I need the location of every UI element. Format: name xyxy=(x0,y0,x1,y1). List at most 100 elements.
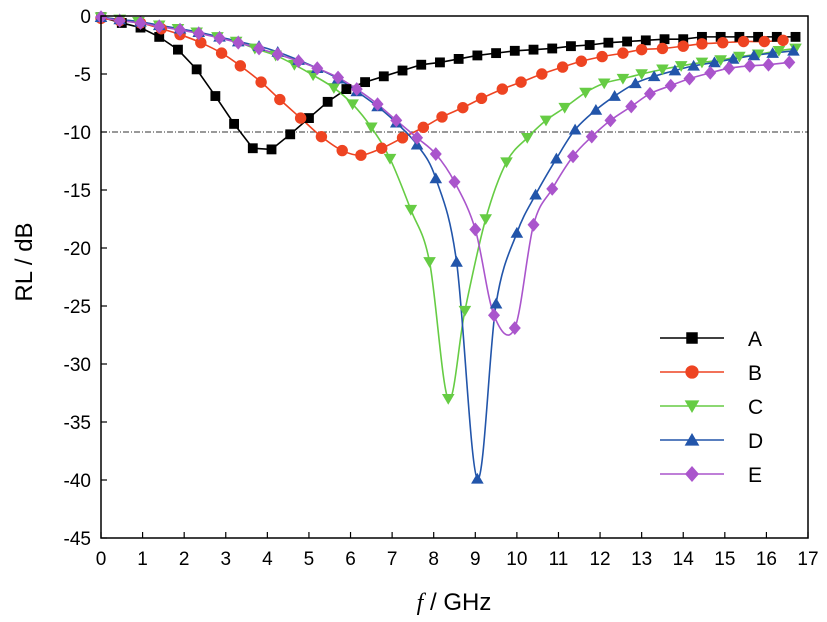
data-point-b xyxy=(234,60,247,72)
data-point-e xyxy=(664,78,677,93)
x-axis-title-symbol: f xyxy=(417,590,427,616)
data-point-a xyxy=(304,113,314,123)
x-tick-label: 14 xyxy=(673,549,695,570)
x-tick-label: 0 xyxy=(96,549,107,570)
data-point-e xyxy=(508,321,521,335)
data-point-b xyxy=(737,35,750,48)
data-point-b xyxy=(677,40,689,52)
legend-marker-e xyxy=(685,465,699,483)
data-point-b xyxy=(777,34,789,47)
data-point-a xyxy=(678,34,689,45)
data-point-b xyxy=(255,76,267,88)
data-point-e xyxy=(448,174,461,189)
data-point-a xyxy=(790,31,801,42)
data-point-a xyxy=(734,31,745,42)
data-point-c xyxy=(520,133,534,144)
data-point-b xyxy=(475,92,488,105)
legend-item-c: C xyxy=(660,396,763,419)
data-point-c xyxy=(579,87,592,99)
legend-label-a: A xyxy=(748,328,762,351)
data-point-a xyxy=(397,65,408,76)
data-point-c xyxy=(458,305,472,317)
data-point-a xyxy=(472,50,483,61)
data-point-e xyxy=(469,222,482,237)
data-point-e xyxy=(390,113,403,128)
x-tick-label: 16 xyxy=(756,549,777,570)
legend-marker-c xyxy=(684,400,700,413)
data-point-e xyxy=(253,41,266,56)
x-tick-label: 12 xyxy=(589,549,610,570)
x-tick-label: 10 xyxy=(506,549,527,570)
data-point-e xyxy=(704,65,717,80)
x-tick-label: 11 xyxy=(549,549,569,570)
data-point-e xyxy=(488,308,501,323)
series-marker-layer xyxy=(94,10,802,484)
data-point-c xyxy=(441,394,455,405)
legend-marker-a xyxy=(686,332,698,344)
data-point-a xyxy=(322,96,333,107)
data-point-e xyxy=(743,58,756,73)
data-point-c xyxy=(500,157,513,169)
data-point-b xyxy=(617,47,629,59)
data-point-c xyxy=(656,64,669,76)
data-point-b xyxy=(717,36,729,49)
data-point-c xyxy=(733,51,746,63)
data-point-e xyxy=(192,26,205,41)
legend-label-d: D xyxy=(748,430,763,453)
data-point-d xyxy=(766,47,779,58)
data-point-c xyxy=(772,46,786,57)
data-point-d xyxy=(550,152,563,164)
data-point-d xyxy=(608,90,621,101)
data-point-d xyxy=(726,52,740,64)
data-point-c xyxy=(635,69,648,80)
data-point-e xyxy=(585,129,598,144)
data-point-c xyxy=(404,204,418,216)
data-point-d xyxy=(708,56,721,68)
data-point-e xyxy=(134,16,147,30)
x-tick-label: 6 xyxy=(345,549,356,570)
data-point-a xyxy=(640,35,651,46)
data-point-a xyxy=(584,40,595,50)
data-point-e xyxy=(350,82,363,96)
data-point-d xyxy=(529,188,542,200)
data-point-c xyxy=(674,61,688,72)
data-point-d xyxy=(787,44,800,56)
legend-item-a: A xyxy=(660,328,762,351)
data-point-e xyxy=(567,149,580,164)
y-tick-label: -45 xyxy=(64,529,91,550)
x-tick-label: 8 xyxy=(428,549,439,570)
data-point-a xyxy=(416,59,427,70)
data-point-d xyxy=(568,123,582,135)
data-point-b xyxy=(417,121,430,134)
data-point-c xyxy=(365,122,378,134)
y-axis-title: RL / dB xyxy=(11,222,38,301)
data-point-d xyxy=(668,64,682,76)
data-point-e xyxy=(153,19,166,34)
data-point-b xyxy=(656,42,669,55)
data-point-e xyxy=(271,47,284,62)
data-point-b xyxy=(274,93,286,106)
series-markers-e xyxy=(95,10,796,335)
data-point-a xyxy=(210,91,221,101)
legend-item-d: D xyxy=(660,430,763,453)
y-tick-label: -15 xyxy=(64,181,91,202)
legend-marker-b xyxy=(685,365,699,379)
y-tick-label: -20 xyxy=(64,239,91,260)
data-point-b xyxy=(294,112,307,124)
data-point-c xyxy=(423,257,436,268)
data-point-b xyxy=(396,132,409,144)
data-point-e xyxy=(232,35,245,50)
data-point-e xyxy=(332,70,345,85)
x-tick-label: 1 xyxy=(137,549,148,570)
x-axis-title-unit: / GHz xyxy=(423,589,491,616)
data-point-e xyxy=(722,61,735,76)
data-point-e xyxy=(371,97,384,112)
data-point-e xyxy=(625,99,638,114)
data-point-c xyxy=(695,57,709,69)
data-point-a xyxy=(453,54,464,64)
x-tick-label: 4 xyxy=(262,549,273,570)
data-point-e xyxy=(762,57,775,72)
